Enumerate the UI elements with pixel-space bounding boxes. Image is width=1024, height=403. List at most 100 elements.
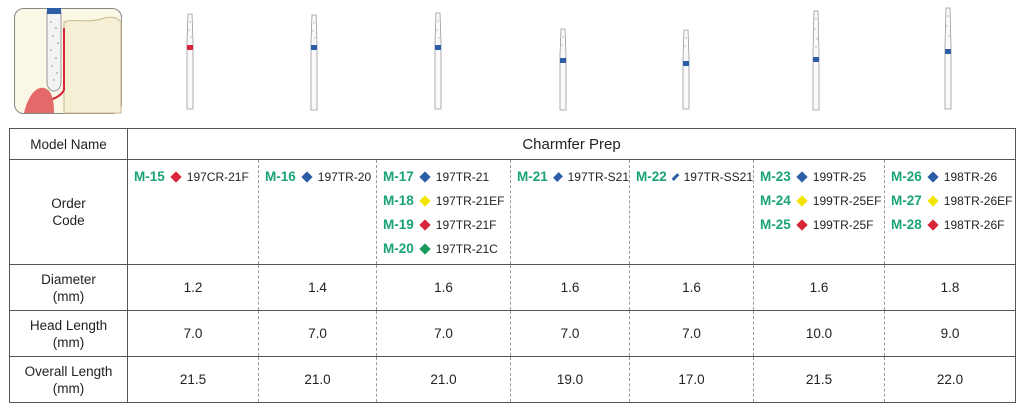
order-code-line: M-27 198TR-26EF bbox=[891, 192, 1015, 209]
model-number: M-27 bbox=[891, 193, 922, 208]
model-number: M-28 bbox=[891, 217, 922, 232]
overall-length-value: 21.0 bbox=[376, 356, 511, 403]
product-illustrations bbox=[0, 0, 1024, 125]
green-diamond-icon bbox=[419, 242, 431, 255]
overall-length-value: 19.0 bbox=[510, 356, 630, 403]
diameter-value: 1.6 bbox=[629, 264, 754, 311]
overall-length-value: 17.0 bbox=[629, 356, 754, 403]
order-code-line: M-23 199TR-25 bbox=[760, 168, 884, 185]
overall-length-row: Overall Length (mm) 21.5 21.0 21.0 19.0 … bbox=[9, 356, 1017, 403]
order-code: 197TR-21F bbox=[435, 217, 497, 232]
order-code: 197CR-21F bbox=[186, 169, 249, 184]
head-length-value: 7.0 bbox=[258, 310, 377, 357]
diameter-label-line2: (mm) bbox=[52, 288, 85, 304]
order-code-line: M-25 199TR-25F bbox=[760, 216, 884, 233]
model-number: M-17 bbox=[383, 169, 414, 184]
model-name-label: Model Name bbox=[9, 128, 128, 160]
red-diamond-icon bbox=[170, 170, 182, 183]
order-code: 199TR-25F bbox=[812, 217, 874, 232]
order-code: 198TR-26 bbox=[943, 169, 998, 184]
head-length-value: 9.0 bbox=[883, 310, 1017, 357]
overall-length-value: 21.0 bbox=[258, 356, 377, 403]
order-code-label-line1: Order bbox=[51, 196, 86, 211]
bur-6-image bbox=[812, 10, 820, 111]
order-code: 198TR-26F bbox=[943, 217, 1005, 232]
blue-diamond-icon bbox=[301, 170, 313, 183]
diameter-value: 1.6 bbox=[753, 264, 885, 311]
model-number: M-16 bbox=[265, 169, 296, 184]
diameter-value: 1.4 bbox=[258, 264, 377, 311]
order-cell: M-17 197TR-21 M-18 197TR-21EF M-19 197TR-21F M… bbox=[376, 159, 511, 265]
red-diamond-icon bbox=[419, 218, 431, 231]
blue-diamond-icon bbox=[796, 170, 808, 183]
overall-length-value: 21.5 bbox=[753, 356, 885, 403]
bur-2-image bbox=[310, 14, 318, 111]
header-row: Model Name Charmfer Prep bbox=[9, 128, 1017, 160]
order-code: 197TR-20 bbox=[317, 169, 372, 184]
order-code-line: M-19 197TR-21F bbox=[383, 216, 510, 233]
order-code: 197TR-SS21 bbox=[683, 169, 753, 184]
model-number: M-20 bbox=[383, 241, 414, 256]
spec-table: Model Name Charmfer Prep Order Code M-15… bbox=[9, 128, 1017, 403]
model-number: M-23 bbox=[760, 169, 791, 184]
order-code-line: M-16 197TR-20 bbox=[265, 168, 376, 185]
model-number: M-21 bbox=[517, 169, 548, 184]
head-length-value: 7.0 bbox=[510, 310, 630, 357]
diameter-label-line1: Diameter bbox=[41, 271, 96, 287]
order-cell: M-16 197TR-20 bbox=[258, 159, 377, 265]
order-code-label: Order Code bbox=[9, 159, 128, 265]
order-code: 197TR-21 bbox=[435, 169, 490, 184]
head-length-value: 7.0 bbox=[376, 310, 511, 357]
order-code-line: M-21 197TR-S21 bbox=[517, 168, 629, 185]
order-code-label-line2: Code bbox=[52, 213, 85, 228]
diameter-value: 1.8 bbox=[883, 264, 1017, 311]
head-length-label-line1: Head Length bbox=[29, 317, 108, 333]
order-code-line: M-20 197TR-21C bbox=[383, 240, 510, 257]
order-code-line: M-26 198TR-26 bbox=[891, 168, 1015, 185]
order-code: 197TR-21EF bbox=[435, 193, 505, 208]
head-length-label: Head Length (mm) bbox=[9, 310, 128, 357]
order-cell: M-15 197CR-21F bbox=[127, 159, 259, 265]
order-code-row: Order Code M-15 197CR-21F M-16 197TR-20 M-… bbox=[9, 159, 1017, 265]
order-cell: M-26 198TR-26 M-27 198TR-26EF M-28 198TR-26F bbox=[883, 159, 1017, 265]
order-cell: M-23 199TR-25 M-24 199TR-25EF M-25 199TR-25F bbox=[753, 159, 885, 265]
overall-length-label-line2: (mm) bbox=[52, 380, 85, 396]
head-length-value: 10.0 bbox=[753, 310, 885, 357]
head-length-row: Head Length (mm) 7.0 7.0 7.0 7.0 7.0 10.… bbox=[9, 310, 1017, 357]
model-number: M-22 bbox=[636, 169, 667, 184]
overall-length-value: 21.5 bbox=[127, 356, 259, 403]
head-length-value: 7.0 bbox=[127, 310, 259, 357]
diameter-label: Diameter (mm) bbox=[9, 264, 128, 311]
order-code-line: M-15 197CR-21F bbox=[134, 168, 258, 185]
red-diamond-icon bbox=[927, 218, 939, 231]
blue-diamond-icon bbox=[552, 171, 563, 182]
order-code: 197TR-21C bbox=[435, 241, 498, 256]
product-title: Charmfer Prep bbox=[126, 128, 1017, 160]
yellow-diamond-icon bbox=[927, 194, 939, 207]
order-cell: M-21 197TR-S21 bbox=[510, 159, 630, 265]
model-number: M-26 bbox=[891, 169, 922, 184]
order-cell: M-22 197TR-SS21 bbox=[629, 159, 754, 265]
diameter-row: Diameter (mm) 1.2 1.4 1.6 1.6 1.6 1.6 1.… bbox=[9, 264, 1017, 311]
order-code: 197TR-S21 bbox=[567, 169, 629, 184]
bur-4-image bbox=[559, 28, 567, 111]
order-code-line: M-18 197TR-21EF bbox=[383, 192, 510, 209]
overall-length-value: 22.0 bbox=[883, 356, 1017, 403]
model-number: M-15 bbox=[134, 169, 165, 184]
bur-1-image bbox=[186, 13, 194, 110]
overall-length-label-line1: Overall Length bbox=[24, 363, 113, 379]
tooth-preparation-illustration bbox=[14, 8, 122, 114]
bur-7-image bbox=[944, 7, 952, 110]
order-code-line: M-28 198TR-26F bbox=[891, 216, 1015, 233]
head-length-label-line2: (mm) bbox=[52, 334, 85, 350]
order-code-line: M-22 197TR-SS21 bbox=[636, 168, 753, 185]
model-number: M-18 bbox=[383, 193, 414, 208]
red-diamond-icon bbox=[796, 218, 808, 231]
order-code: 199TR-25 bbox=[812, 169, 867, 184]
bur-5-image bbox=[682, 29, 690, 110]
head-length-value: 7.0 bbox=[629, 310, 754, 357]
yellow-diamond-icon bbox=[796, 194, 808, 207]
order-code: 199TR-25EF bbox=[812, 193, 882, 208]
order-code-line: M-24 199TR-25EF bbox=[760, 192, 884, 209]
overall-length-label: Overall Length (mm) bbox=[9, 356, 128, 403]
